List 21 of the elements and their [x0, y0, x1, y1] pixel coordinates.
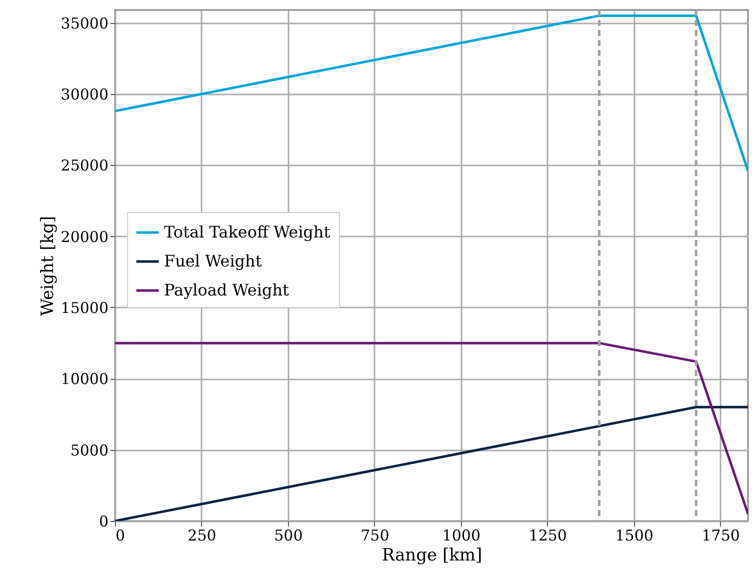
x-tick-label: 750	[360, 526, 390, 544]
x-tick-label: 250	[188, 526, 216, 544]
legend-label: Fuel Weight	[164, 252, 262, 270]
x-tick-label: 1000	[442, 526, 480, 544]
y-tick-label: 25000	[60, 156, 108, 175]
x-tick-label: 1250	[528, 526, 567, 544]
y-tick-label: 5000	[70, 441, 108, 460]
y-tick-label: 20000	[60, 228, 108, 246]
x-tick-label: 1750	[702, 526, 740, 544]
legend-label: Total Takeoff Weight	[164, 222, 331, 242]
x-tick-label: 1500	[615, 526, 654, 544]
y-tick-label: 10000	[60, 370, 108, 388]
x-axis-title: Range [km]	[382, 546, 482, 566]
y-axis-title: Weight [kg]	[38, 216, 58, 316]
x-tick-label: 0	[116, 526, 126, 544]
x-tick-label: 500	[274, 526, 303, 544]
y-tick-label: 15000	[60, 298, 108, 317]
legend-label: Payload Weight	[164, 280, 290, 300]
y-tick-label: 0	[98, 512, 108, 530]
y-tick-label: 35000	[60, 14, 108, 32]
y-tick-label: 30000	[60, 85, 108, 104]
